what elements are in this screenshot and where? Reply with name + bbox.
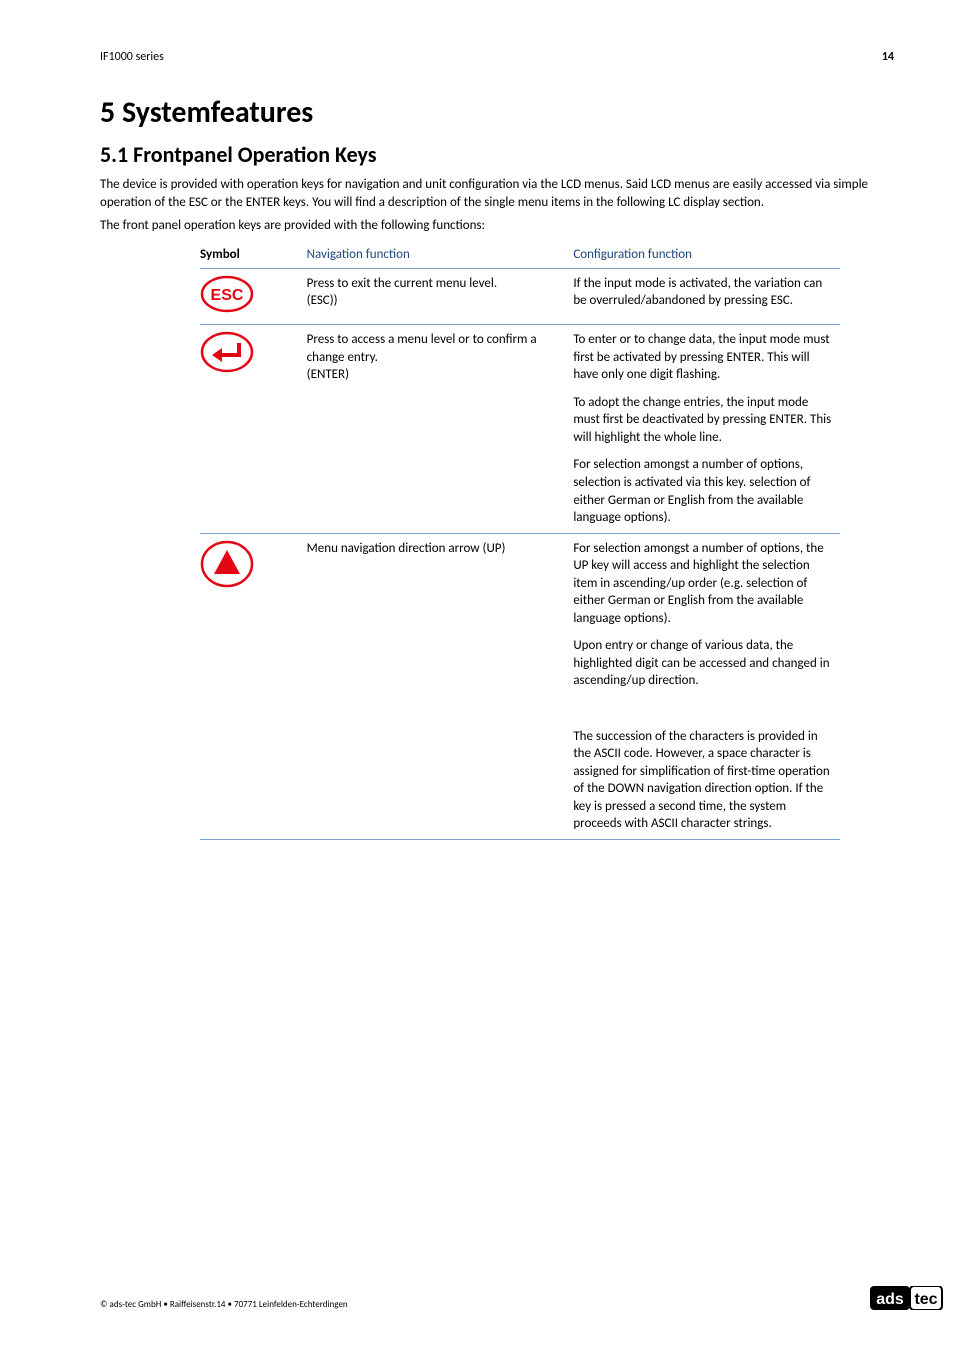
th-navigation: Navigation function (307, 241, 574, 269)
page-footer: © ads-tec GmbH • Raiffeisenstr.14 • 7077… (100, 1286, 944, 1310)
operation-keys-table: Symbol Navigation function Configuration… (200, 241, 840, 840)
up-key-icon (200, 533, 307, 839)
th-symbol: Symbol (200, 241, 307, 269)
header-page-number: 14 (882, 50, 894, 64)
th-configuration: Configuration function (573, 241, 840, 269)
svg-text:tec: tec (914, 1291, 937, 1308)
nav-cell: Press to access a menu level or to confi… (307, 325, 574, 533)
page-header: IF1000 series 14 (100, 50, 894, 64)
table-row: Press to access a menu level or to confi… (200, 325, 840, 533)
table-row: ESC Press to exit the current menu level… (200, 268, 840, 325)
intro-paragraph-1: The device is provided with operation ke… (100, 176, 894, 211)
nav-cell: Menu navigation direction arrow (UP) (307, 533, 574, 839)
table-row: Menu navigation direction arrow (UP)For … (200, 533, 840, 839)
cfg-cell: If the input mode is activated, the vari… (573, 268, 840, 325)
header-left: IF1000 series (100, 50, 164, 64)
footer-copyright: © ads-tec GmbH • Raiffeisenstr.14 • 7077… (100, 1299, 348, 1310)
nav-cell: Press to exit the current menu level.(ES… (307, 268, 574, 325)
esc-key-icon: ESC (200, 268, 307, 325)
table-header-row: Symbol Navigation function Configuration… (200, 241, 840, 269)
svg-text:ESC: ESC (211, 287, 244, 304)
enter-key-icon (200, 325, 307, 533)
intro-paragraph-2: The front panel operation keys are provi… (100, 217, 894, 235)
adstec-logo: ads tec (870, 1286, 944, 1310)
cfg-cell: For selection amongst a number of option… (573, 533, 840, 839)
table-body: ESC Press to exit the current menu level… (200, 268, 840, 839)
svg-text:ads: ads (876, 1291, 904, 1308)
heading-2: 5.1 Frontpanel Operation Keys (100, 141, 894, 168)
cfg-cell: To enter or to change data, the input mo… (573, 325, 840, 533)
heading-1: 5 Systemfeatures (100, 94, 894, 131)
